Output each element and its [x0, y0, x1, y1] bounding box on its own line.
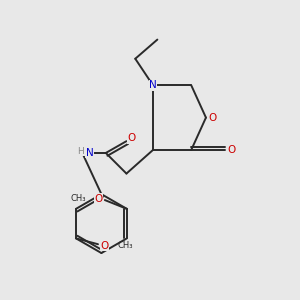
Text: CH₃: CH₃	[70, 194, 86, 203]
Text: O: O	[227, 145, 236, 155]
Text: O: O	[128, 133, 136, 143]
Text: O: O	[100, 241, 109, 251]
Text: N: N	[86, 148, 94, 158]
Text: N: N	[149, 80, 157, 90]
Text: O: O	[94, 194, 103, 204]
Text: CH₃: CH₃	[117, 241, 133, 250]
Text: H: H	[77, 147, 84, 156]
Text: O: O	[208, 112, 217, 123]
